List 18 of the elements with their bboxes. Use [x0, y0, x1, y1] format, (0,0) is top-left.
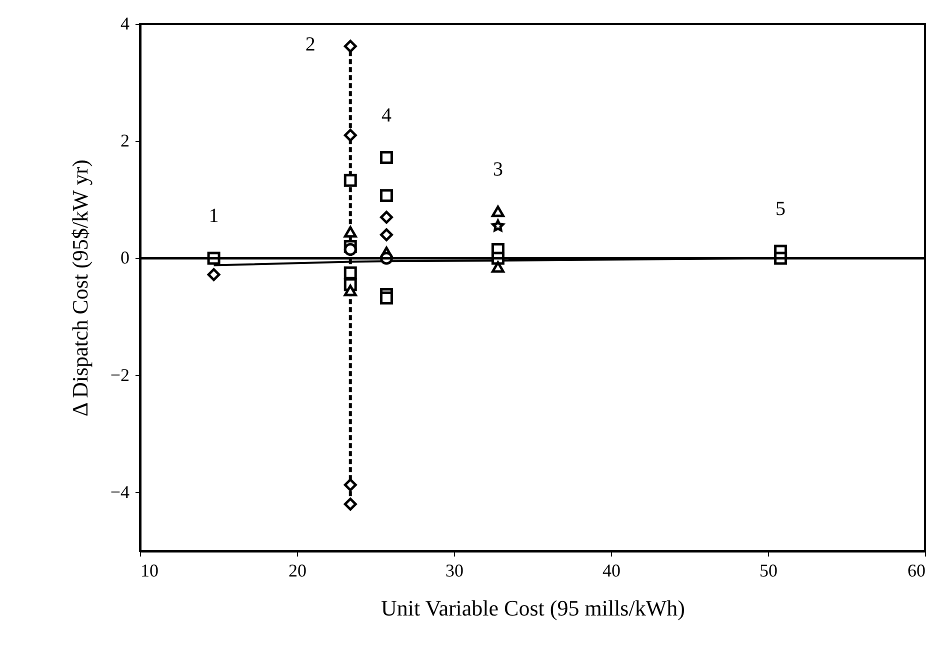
x-tick-label: 20	[288, 560, 306, 580]
annotation: 5	[776, 198, 786, 220]
x-tick-label: 40	[602, 560, 620, 580]
y-tick-label: 2	[120, 130, 130, 151]
annotation: 4	[381, 104, 392, 127]
annotation: 2	[305, 33, 316, 56]
y-axis-title: Δ Dispatch Cost (95$/kW yr)	[67, 160, 92, 416]
y-tick-label: −4	[110, 482, 130, 502]
annotation: 3	[492, 158, 503, 180]
x-tick-label: 60	[908, 560, 926, 580]
y-tick-label: −2	[110, 364, 130, 385]
x-tick-label: 50	[760, 560, 778, 580]
x-axis-title: Unit Variable Cost (95 mills/kWh)	[381, 596, 685, 620]
y-tick-label: 0	[120, 248, 130, 268]
annotation: 1	[208, 205, 219, 228]
y-tick-label: 4	[120, 14, 130, 34]
x-tick-label: 30	[446, 560, 464, 580]
x-tick-label: 10	[140, 560, 158, 580]
